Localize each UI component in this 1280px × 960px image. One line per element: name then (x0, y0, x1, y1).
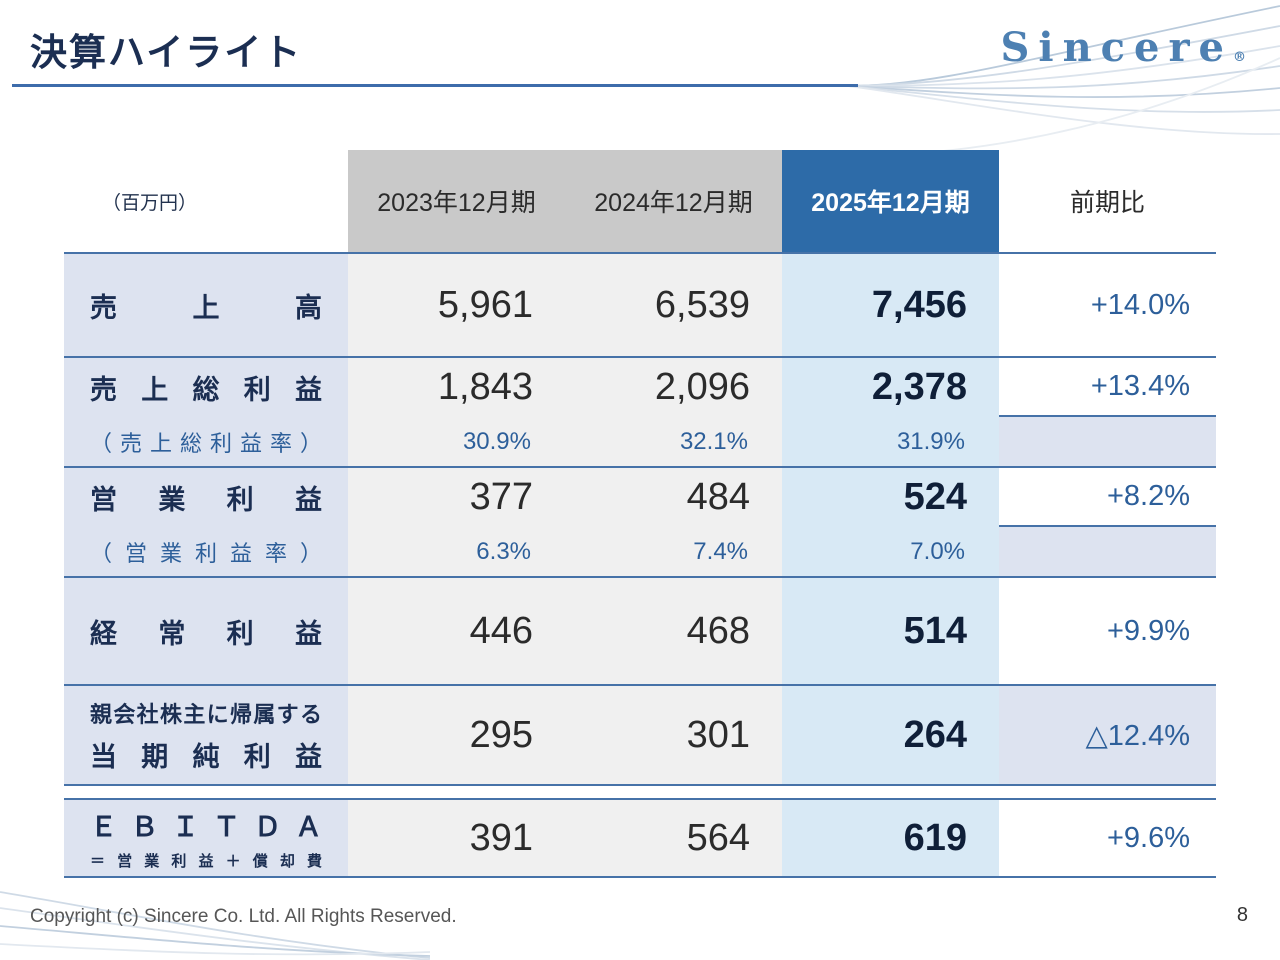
row-operating-profit: 営業利益 （営業利益率） 377 6.3% 484 7.4% 524 7.0% … (64, 466, 1216, 576)
yoy-cell: +9.9% (999, 578, 1216, 684)
row-label: 営業利益 (90, 485, 322, 515)
column-header-2025: 2025年12月期 (782, 150, 999, 252)
sincere-logo: Sincere® (1001, 24, 1247, 71)
row-gap (64, 784, 1216, 798)
value-cell-2025: 7,456 (782, 254, 999, 356)
row-label-cell: 営業利益 （営業利益率） (64, 468, 348, 576)
page-number: 8 (1236, 904, 1248, 926)
header-divider (12, 84, 858, 87)
decorative-waves-top (848, 5, 1280, 157)
row-label: 経常利益 (90, 618, 322, 649)
decorative-waves-bottom (0, 891, 430, 960)
value-cell-2023: 5,961 (348, 254, 565, 356)
value-cell-2024: 484 7.4% (565, 468, 782, 576)
yoy-value: +8.2% (999, 468, 1216, 527)
column-header-2024: 2024年12月期 (565, 150, 782, 252)
row-label: 売上高 (90, 292, 322, 323)
value-cell-2025: 619 (782, 800, 999, 876)
logo-text: Sincere (1000, 24, 1233, 71)
value-cell-2023: 377 6.3% (348, 468, 565, 576)
value-cell-2023: 1,843 30.9% (348, 358, 565, 466)
value-cell-2024: 468 (565, 578, 782, 684)
table-header-row: （百万円） 2023年12月期 2024年12月期 2025年12月期 前期比 (64, 150, 1216, 252)
row-label-cell: 売上高 (64, 254, 348, 356)
value: 524 (903, 476, 967, 518)
row-label: ＥＢＩＴＤＡ (90, 812, 322, 842)
row-label-cell: 売上総利益 （売上総利益率） (64, 358, 348, 466)
value-cell-2023: 295 (348, 686, 565, 784)
page-title: 決算ハイライト (30, 32, 303, 73)
value: 2,378 (871, 366, 967, 408)
value-cell-2023: 391 (348, 800, 565, 876)
yoy-empty-cell (999, 417, 1216, 466)
value-cell-2025: 524 7.0% (782, 468, 999, 576)
yoy-value: +13.4% (999, 358, 1216, 417)
row-label-line: 売上総利益 (64, 358, 348, 417)
row-label: 売上総利益 (90, 375, 322, 405)
row-ordinary-profit: 経常利益 446 468 514 +9.9% (64, 576, 1216, 684)
row-gross-profit: 売上総利益 （売上総利益率） 1,843 30.9% 2,096 32.1% 2… (64, 356, 1216, 466)
rate-label-line: （営業利益率） (64, 527, 348, 576)
registered-mark-icon: ® (1233, 50, 1246, 65)
yoy-cell: △12.4% (999, 686, 1216, 784)
rate-label: （営業利益率） (90, 540, 322, 566)
yoy-empty-cell (999, 527, 1216, 576)
row-sales: 売上高 5,961 6,539 7,456 +14.0% (64, 252, 1216, 356)
rate: 32.1% (679, 427, 748, 455)
row-sublabel: ＝営業利益＋償却費 (90, 853, 322, 870)
column-header-yoy: 前期比 (999, 150, 1216, 252)
rate: 31.9% (896, 427, 965, 455)
value: 1,843 (437, 366, 533, 408)
row-label-cell: 親会社株主に帰属する 当期純利益 (64, 686, 348, 784)
rate-label: （売上総利益率） (90, 430, 322, 456)
rate-label-line: （売上総利益率） (64, 417, 348, 466)
row-label-cell: ＥＢＩＴＤＡ ＝営業利益＋償却費 (64, 800, 348, 876)
row-net-income: 親会社株主に帰属する 当期純利益 295 301 264 △12.4% (64, 684, 1216, 784)
value: 2,096 (654, 366, 750, 408)
column-header-2023: 2023年12月期 (348, 150, 565, 252)
yoy-cell: +8.2% (999, 468, 1216, 576)
value: 484 (686, 476, 750, 518)
financial-highlights-table: （百万円） 2023年12月期 2024年12月期 2025年12月期 前期比 … (64, 150, 1216, 878)
value-cell-2025: 2,378 31.9% (782, 358, 999, 466)
yoy-cell: +9.6% (999, 800, 1216, 876)
row-ebitda: ＥＢＩＴＤＡ ＝営業利益＋償却費 391 564 619 +9.6% (64, 798, 1216, 878)
value-cell-2024: 2,096 32.1% (565, 358, 782, 466)
row-label-line1: 親会社株主に帰属する (90, 701, 322, 727)
rate: 7.4% (693, 537, 748, 565)
yoy-cell: +14.0% (999, 254, 1216, 356)
value-cell-2025: 264 (782, 686, 999, 784)
rate: 6.3% (476, 537, 531, 565)
value-cell-2025: 514 (782, 578, 999, 684)
unit-label: （百万円） (102, 192, 198, 214)
rate: 7.0% (910, 537, 965, 565)
rate: 30.9% (462, 427, 531, 455)
footer-copyright: Copyright (c) Sincere Co. Ltd. All Right… (30, 906, 457, 927)
value-cell-2024: 301 (565, 686, 782, 784)
value-cell-2024: 564 (565, 800, 782, 876)
yoy-cell: +13.4% (999, 358, 1216, 466)
value-cell-2024: 6,539 (565, 254, 782, 356)
row-label-cell: 経常利益 (64, 578, 348, 684)
row-label-line2: 当期純利益 (90, 741, 322, 772)
value: 377 (469, 476, 533, 518)
row-label-line: 営業利益 (64, 468, 348, 527)
value-cell-2023: 446 (348, 578, 565, 684)
